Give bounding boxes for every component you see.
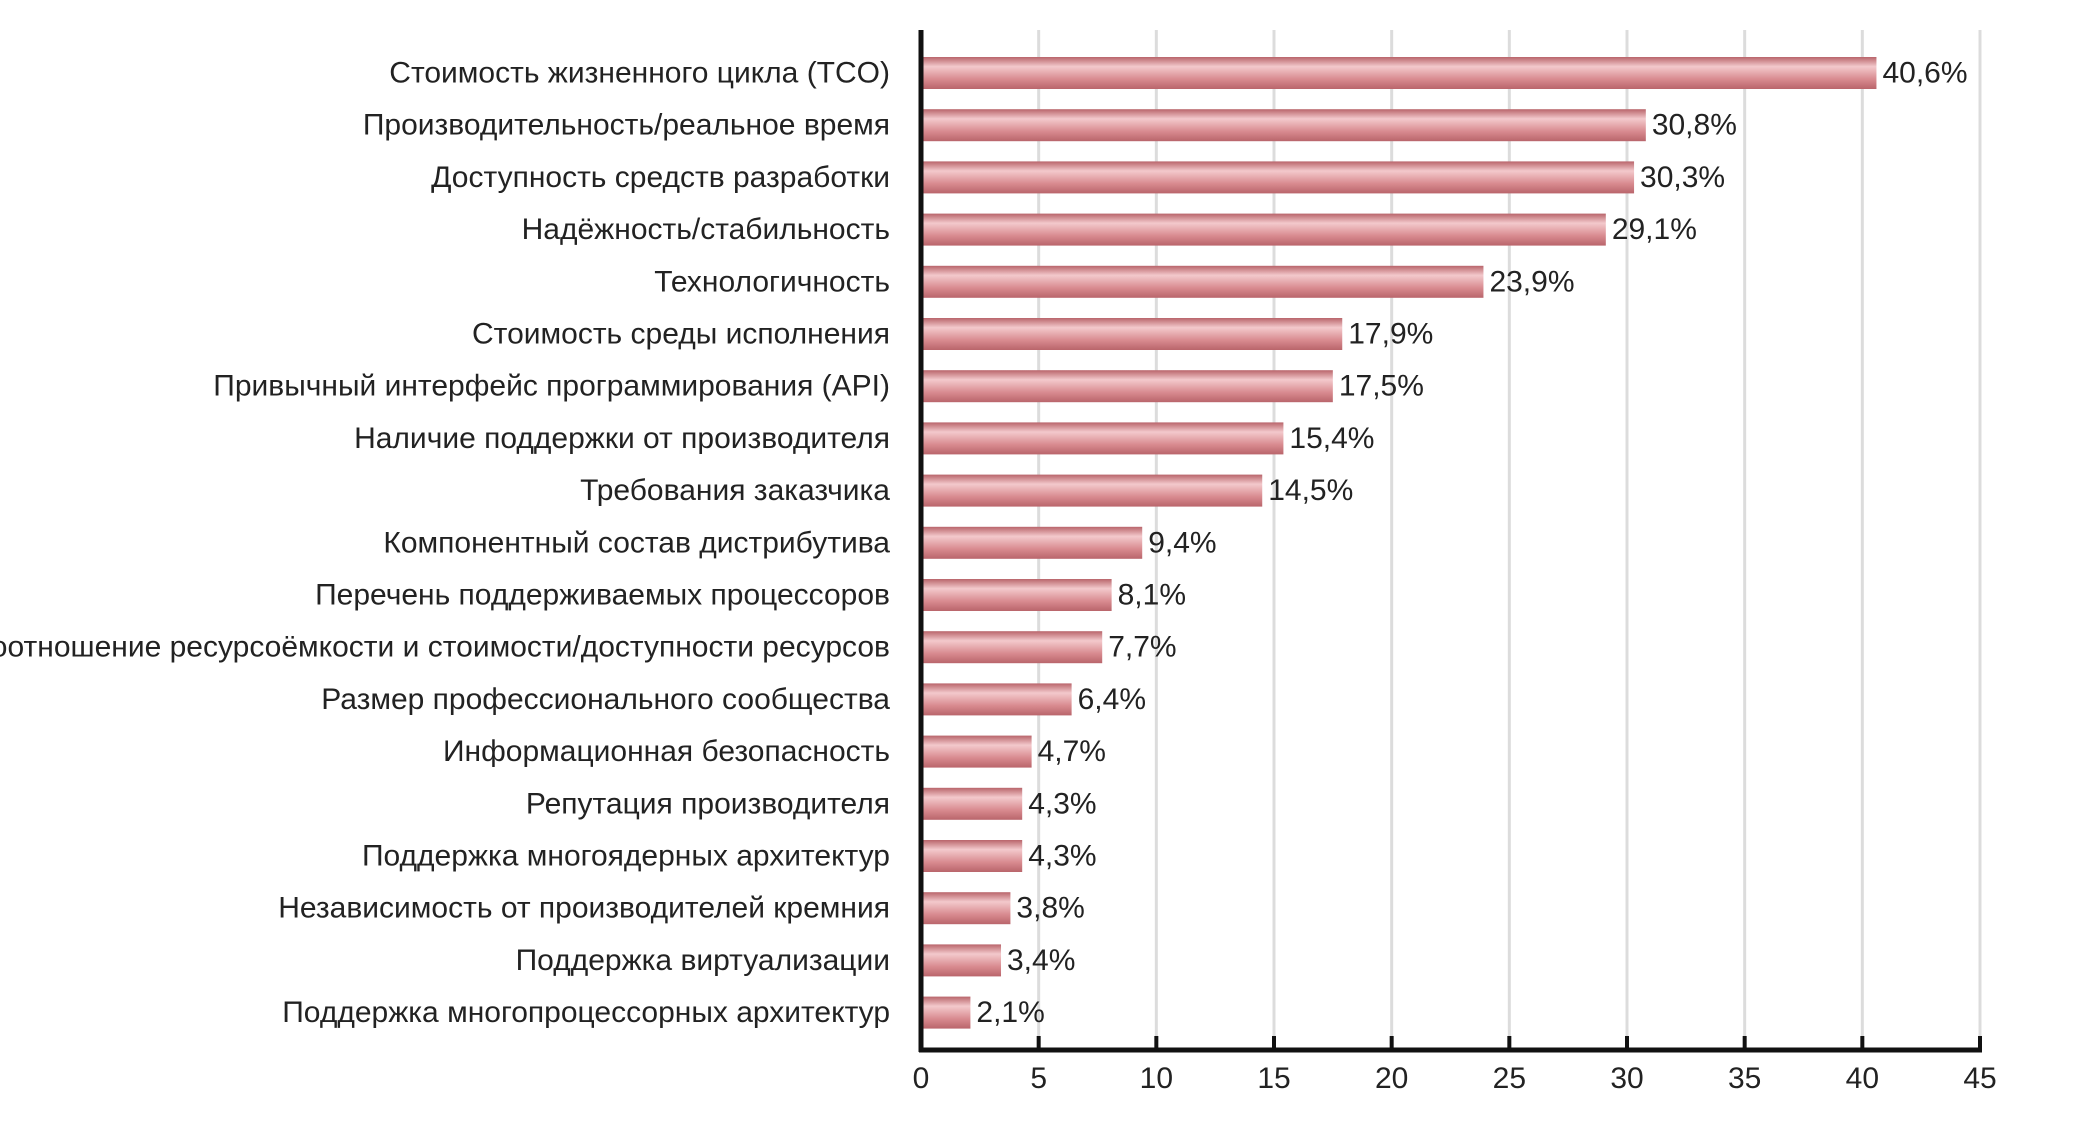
bar	[923, 631, 1103, 664]
category-label: Поддержка виртуализации	[516, 944, 890, 977]
bars	[923, 57, 1877, 1029]
value-labels: 40,6% 30,8% 30,3% 29,1% 23,9% 17,9% 17,5% 15,4%…	[976, 57, 1967, 1030]
x-tick-label: 40	[1846, 1062, 1879, 1095]
category-label: Поддержка многоядерных архитектур	[362, 840, 890, 873]
category-label: Надёжность/стабильность	[522, 213, 890, 246]
value-label: 4,3%	[1028, 840, 1096, 873]
value-label: 29,1%	[1612, 213, 1697, 246]
x-tick-label: 30	[1610, 1062, 1643, 1095]
category-label: Привычный интерфейс программирования (AP…	[213, 370, 890, 403]
category-label: Поддержка многопроцессорных архитектур	[282, 996, 890, 1029]
bar	[923, 944, 1002, 977]
category-label: Наличие поддержки от производителя	[354, 422, 890, 455]
category-label: Стоимость жизненного цикла (TCO)	[389, 57, 890, 90]
bar	[923, 683, 1072, 716]
bar	[923, 579, 1112, 611]
bar	[923, 318, 1343, 350]
category-label: Доступность средств разработки	[431, 161, 890, 194]
bar	[923, 787, 1023, 820]
value-label: 30,8%	[1652, 109, 1737, 142]
category-label: Требования заказчика	[580, 474, 890, 507]
value-label: 2,1%	[976, 996, 1044, 1029]
value-label: 14,5%	[1268, 474, 1353, 507]
value-label: 8,1%	[1118, 579, 1186, 612]
bar	[923, 735, 1032, 768]
bar	[923, 840, 1023, 872]
x-tick-label: 20	[1375, 1062, 1408, 1095]
x-tick-label: 5	[1030, 1062, 1047, 1095]
value-label: 7,7%	[1108, 631, 1176, 664]
category-labels: Стоимость жизненного цикла (TCO) Производ…	[0, 57, 890, 1030]
value-label: 23,9%	[1489, 265, 1574, 298]
x-tick-label: 35	[1728, 1062, 1761, 1095]
category-label: Компонентный состав дистрибутива	[383, 526, 890, 559]
bar	[923, 57, 1877, 89]
value-label: 4,7%	[1038, 735, 1106, 768]
category-label: Репутация производителя	[526, 787, 890, 820]
x-tick-label: 25	[1493, 1062, 1526, 1095]
bar	[923, 265, 1484, 298]
value-label: 17,5%	[1339, 370, 1424, 403]
bar	[923, 474, 1263, 507]
category-label: Технологичность	[654, 265, 890, 298]
x-tick-label: 45	[1963, 1062, 1996, 1095]
value-label: 6,4%	[1078, 683, 1146, 716]
bar	[923, 422, 1284, 455]
bar	[923, 892, 1011, 925]
bar	[923, 213, 1606, 246]
x-tick-label: 15	[1257, 1062, 1290, 1095]
x-tick-label: 10	[1140, 1062, 1173, 1095]
value-label: 3,4%	[1007, 944, 1075, 977]
value-label: 30,3%	[1640, 161, 1725, 194]
category-label: Перечень поддерживаемых процессоров	[315, 579, 890, 612]
category-label: Стоимость среды исполнения	[472, 318, 890, 351]
grid-lines	[1037, 30, 1982, 1050]
bar	[923, 370, 1333, 403]
value-label: 3,8%	[1016, 892, 1084, 925]
bar	[923, 526, 1143, 559]
bar	[923, 109, 1646, 142]
category-label: Информационная безопасность	[443, 735, 890, 768]
value-label: 4,3%	[1028, 787, 1096, 820]
axes: 0 5 10 15 20 25 30 35 40 45	[913, 30, 1997, 1095]
value-label: 9,4%	[1148, 526, 1216, 559]
bar	[923, 161, 1635, 194]
value-label: 17,9%	[1348, 318, 1433, 351]
category-label: Соотношение ресурсоёмкости и стоимости/д…	[0, 631, 890, 664]
category-label: Производительность/реальное время	[363, 109, 890, 142]
category-label: Независимость от производителей кремния	[278, 892, 890, 925]
value-label: 15,4%	[1289, 422, 1374, 455]
value-label: 40,6%	[1882, 57, 1967, 90]
category-label: Размер профессионального сообщества	[321, 683, 890, 716]
bar	[923, 996, 971, 1029]
x-tick-label: 0	[913, 1062, 930, 1095]
